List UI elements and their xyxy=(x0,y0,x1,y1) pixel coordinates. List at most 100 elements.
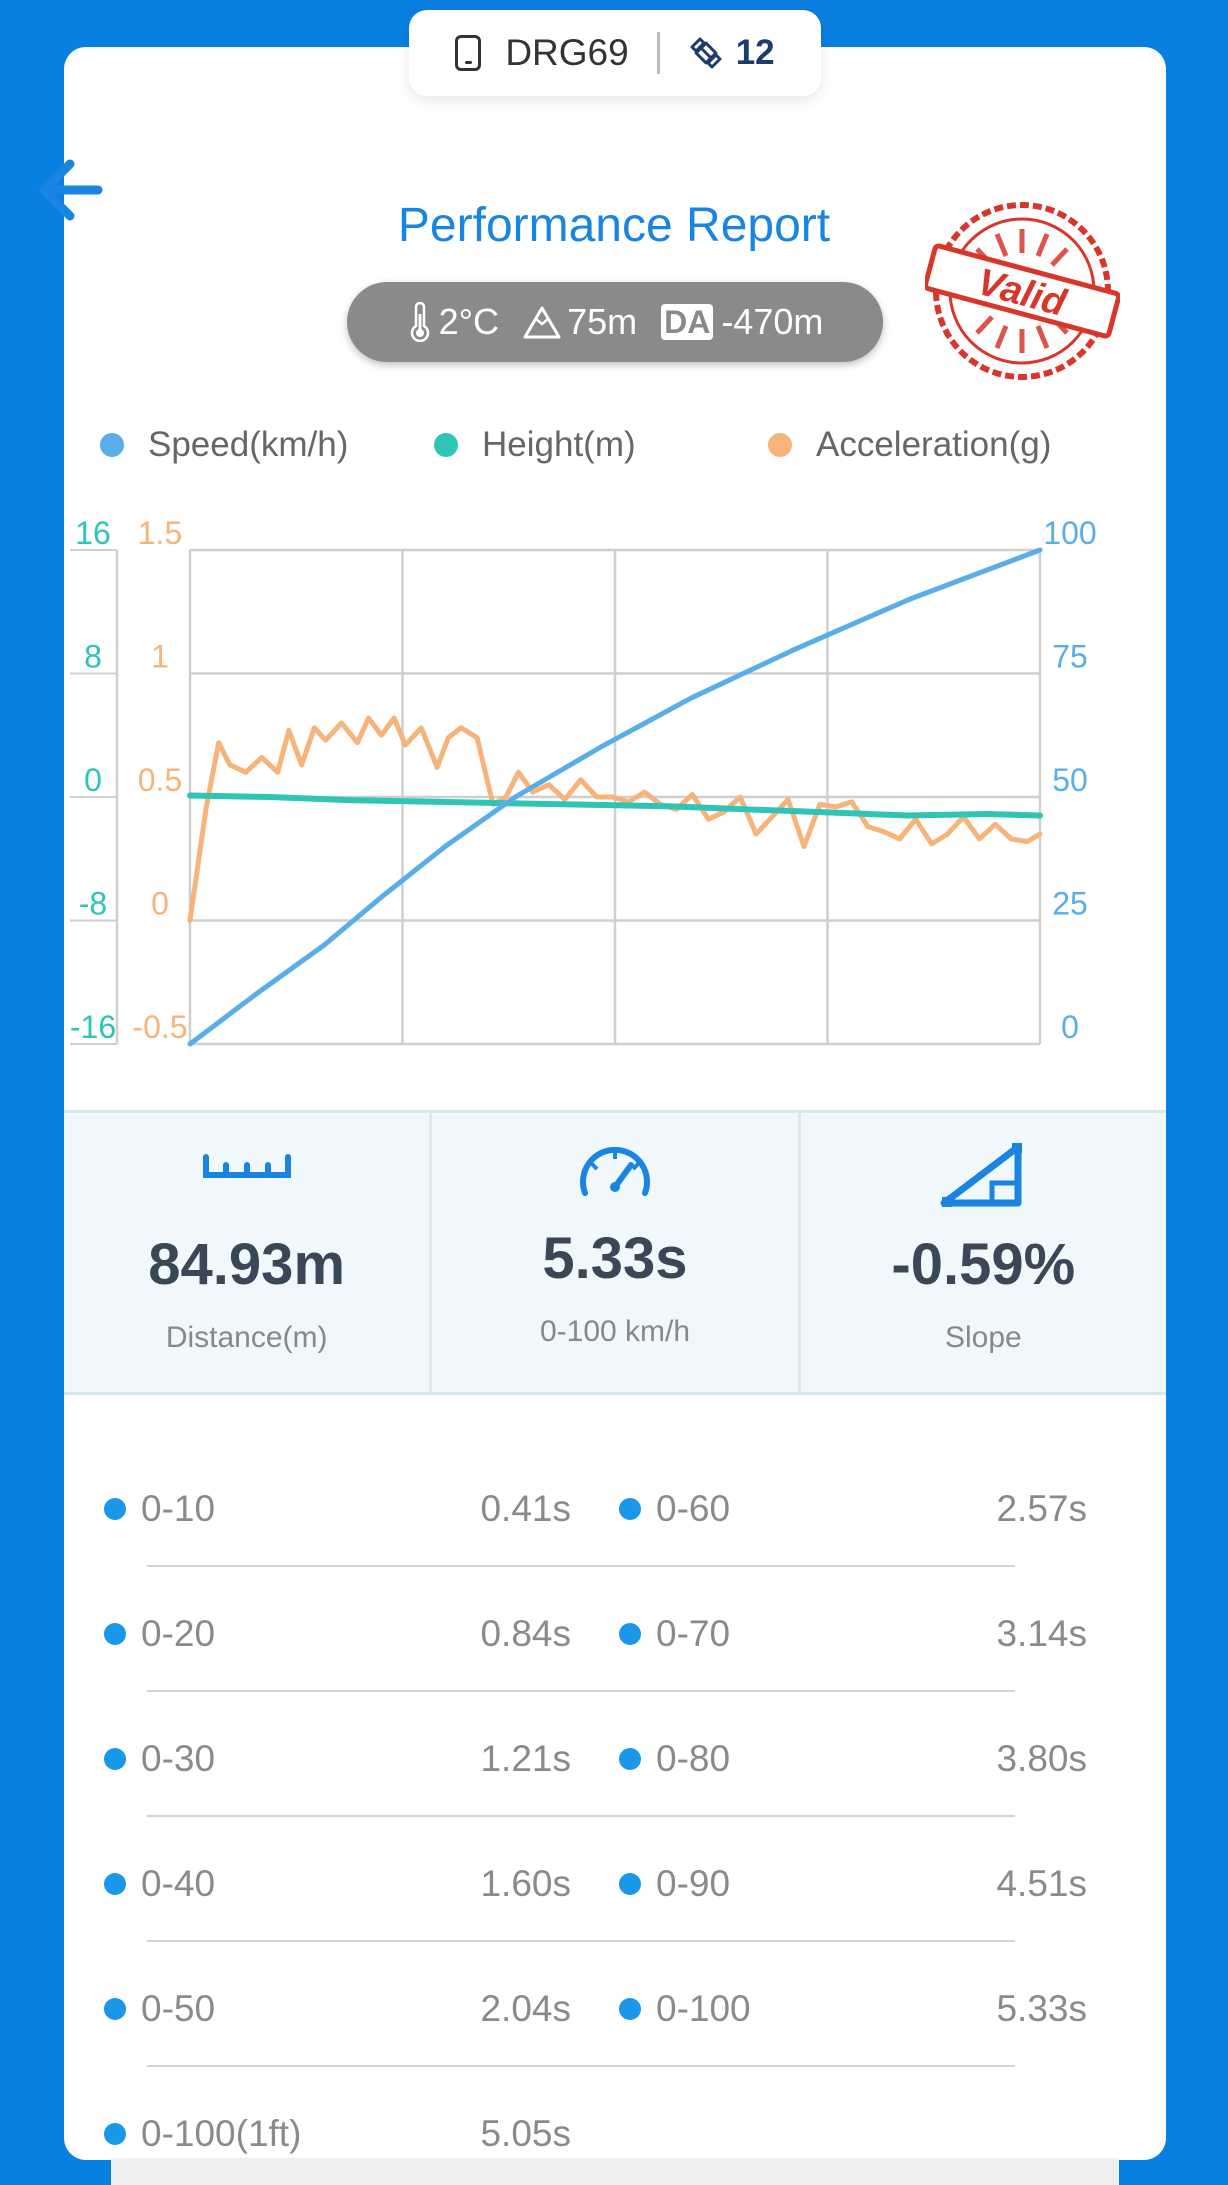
split-left: 0-30 xyxy=(104,1738,215,1780)
split-label: 0-60 xyxy=(656,1488,731,1529)
acceleration-axis-tick-label: -0.5 xyxy=(132,1009,187,1045)
stat-slope: -0.59% Slope xyxy=(797,1113,1166,1392)
split-times-list: 0-10 0.41s 0-60 2.57s 0-20 0.84s 0-70 3.14s 0-30… xyxy=(0,1470,1228,2185)
split-dot xyxy=(619,1623,641,1645)
density-altitude-value: -470m xyxy=(721,301,824,342)
legend-height-dot xyxy=(434,433,458,457)
split-dot xyxy=(619,1998,641,2020)
split-time: 2.04s xyxy=(480,1988,571,2029)
divider xyxy=(656,32,660,74)
device-status-pill[interactable]: DRG69 12 xyxy=(409,10,821,96)
acceleration-axis-tick-label: 1 xyxy=(151,639,169,675)
split-time: 2.57s xyxy=(996,1488,1087,1529)
stat-distance: 84.93m Distance(m) xyxy=(64,1113,429,1392)
split-label: 0-100 xyxy=(656,1988,751,2029)
split-time: 3.80s xyxy=(996,1738,1087,1779)
legend-height-label: Height(m) xyxy=(482,425,636,464)
stat-time: 5.33s 0-100 km/h xyxy=(429,1113,797,1392)
split-right: 0-70 xyxy=(619,1613,730,1655)
split-right: 0-100 xyxy=(619,1988,751,2030)
split-left: 0-50 xyxy=(104,1988,215,2030)
altitude-value: 75m xyxy=(567,301,638,342)
temperature-item: 2°C xyxy=(407,301,499,343)
legend-acceleration-label: Acceleration(g) xyxy=(816,425,1052,464)
legend-acceleration[interactable]: Acceleration(g) xyxy=(768,425,1051,465)
row-divider xyxy=(147,1940,1015,1942)
split-label: 0-100(1ft) xyxy=(141,2113,302,2154)
speed-axis-tick-label: 0 xyxy=(1061,1009,1079,1045)
split-time: 5.33s xyxy=(996,1988,1087,2029)
split-label: 0-90 xyxy=(656,1863,731,1904)
split-left: 0-100(1ft) xyxy=(104,2113,301,2155)
performance-chart: 16 8 0 -8 -16 1.5 1 0.5 0 -0.5 100 75 50 25 0 xyxy=(70,515,1097,1047)
split-label: 0-20 xyxy=(141,1613,216,1654)
height-axis-tick-label: -8 xyxy=(79,886,107,922)
split-row: 0-20 0.84s 0-70 3.14s xyxy=(0,1595,1228,1720)
altitude-item: 75m xyxy=(523,301,637,343)
split-label: 0-70 xyxy=(656,1613,731,1654)
split-time: 5.05s xyxy=(480,2113,571,2154)
acceleration-axis-tick-label: 0.5 xyxy=(138,762,182,798)
split-label: 0-30 xyxy=(141,1738,216,1779)
split-left: 0-40 xyxy=(104,1863,215,1905)
row-divider xyxy=(147,1815,1015,1817)
split-left: 0-10 xyxy=(104,1488,215,1530)
split-time: 0.41s xyxy=(480,1488,571,1529)
row-divider xyxy=(147,1565,1015,1567)
split-dot xyxy=(619,1748,641,1770)
split-label: 0-50 xyxy=(141,1988,216,2029)
report-card xyxy=(64,47,1166,2160)
split-dot xyxy=(104,1748,126,1770)
mountain-icon xyxy=(523,306,561,339)
legend-height[interactable]: Height(m) xyxy=(434,425,768,465)
speed-axis-tick-label: 75 xyxy=(1052,639,1088,675)
split-label: 0-10 xyxy=(141,1488,216,1529)
stats-panel: 84.93m Distance(m) 5.33s 0-100 km/h -0.5… xyxy=(64,1110,1166,1395)
valid-stamp: Valid xyxy=(925,202,1120,380)
thermometer-icon xyxy=(410,302,429,342)
speedometer-icon xyxy=(580,1146,650,1196)
device-info: DRG69 xyxy=(455,32,629,74)
legend-acceleration-dot xyxy=(768,433,792,457)
split-time: 0.84s xyxy=(480,1613,571,1654)
satellite-icon xyxy=(690,37,722,69)
back-arrow-icon[interactable] xyxy=(30,150,120,230)
slope-icon xyxy=(940,1143,1023,1207)
split-row: 0-100(1ft) 5.05s xyxy=(0,2095,1228,2185)
split-dot xyxy=(619,1498,641,1520)
split-left: 0-20 xyxy=(104,1613,215,1655)
satellite-info: 12 xyxy=(688,33,775,73)
split-dot xyxy=(104,1998,126,2020)
speed-axis-tick-label: 50 xyxy=(1052,762,1088,798)
device-icon xyxy=(455,35,482,71)
split-row: 0-30 1.21s 0-80 3.80s xyxy=(0,1720,1228,1845)
split-dot xyxy=(104,2123,126,2145)
acceleration-axis-tick-label: 0 xyxy=(151,886,169,922)
ruler-icon xyxy=(202,1154,291,1178)
split-time: 1.21s xyxy=(480,1738,571,1779)
density-altitude-item: DA -470m xyxy=(661,301,823,343)
legend-speed-label: Speed(km/h) xyxy=(148,425,349,464)
distance-value: 84.93m xyxy=(148,1232,346,1297)
height-axis-tick-label: 16 xyxy=(75,515,111,551)
time-value: 5.33s xyxy=(542,1226,688,1291)
row-divider xyxy=(147,1690,1015,1692)
bottom-strip xyxy=(111,2158,1119,2185)
split-time: 1.60s xyxy=(480,1863,571,1904)
split-right: 0-80 xyxy=(619,1738,730,1780)
speed-axis-tick-label: 100 xyxy=(1043,515,1096,551)
split-row: 0-10 0.41s 0-60 2.57s xyxy=(0,1470,1228,1595)
split-dot xyxy=(619,1873,641,1895)
split-time: 3.14s xyxy=(996,1613,1087,1654)
height-axis-tick-label: 8 xyxy=(84,639,102,675)
legend-speed[interactable]: Speed(km/h) xyxy=(100,425,434,465)
page-title: Performance Report xyxy=(397,199,831,252)
split-row: 0-50 2.04s 0-100 5.33s xyxy=(0,1970,1228,2095)
distance-label: Distance(m) xyxy=(165,1321,328,1354)
device-id: DRG69 xyxy=(505,32,629,73)
speed-axis-tick-label: 25 xyxy=(1052,886,1088,922)
chart-legend: Speed(km/h) Height(m) Acceleration(g) xyxy=(100,425,1100,465)
split-time: 4.51s xyxy=(996,1863,1087,1904)
split-label: 0-40 xyxy=(141,1863,216,1904)
time-label: 0-100 km/h xyxy=(539,1315,691,1348)
